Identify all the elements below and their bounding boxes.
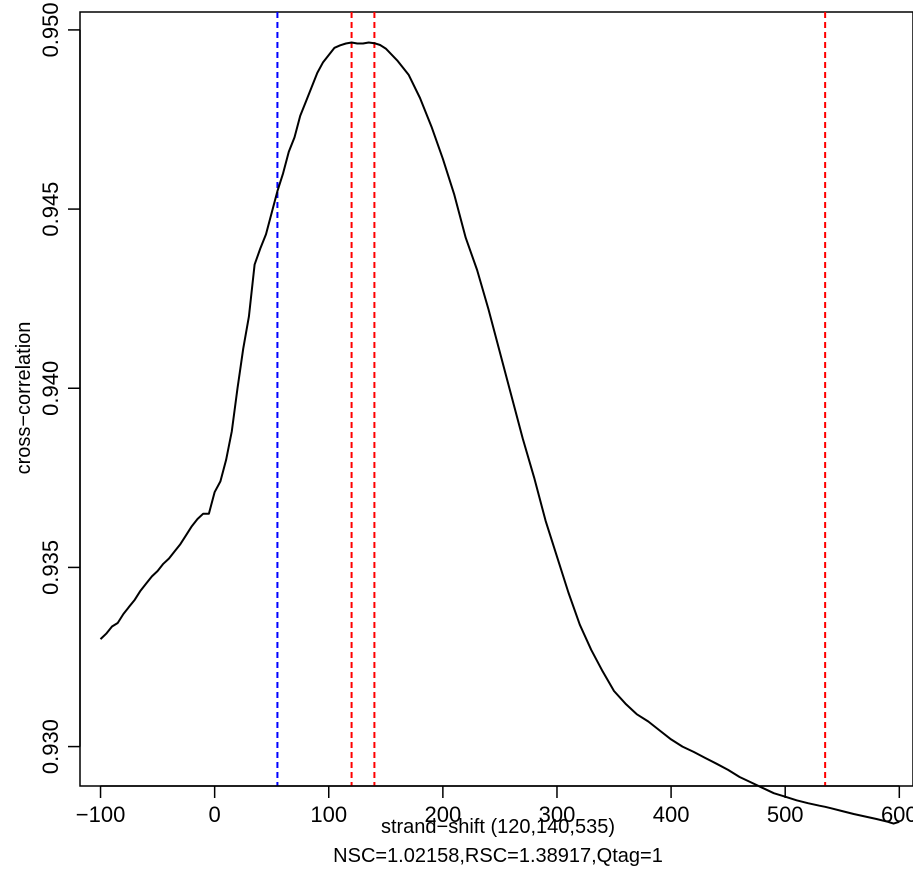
y-tick-label: 0.930 [38,719,63,774]
x-tick-label: 400 [653,802,690,827]
y-axis-label: cross−correlation [13,322,35,475]
y-tick-label: 0.950 [38,2,63,57]
x-tick-label: 100 [310,802,347,827]
x-axis: −100 0 100 200 300 400 500 600 [76,785,913,827]
reference-lines [276,12,827,786]
plot-frame [79,11,913,787]
y-axis: 0.930 0.935 0.940 0.945 0.950 [38,2,81,774]
cross-correlation-line [99,41,900,825]
x-tick-label: 0 [209,802,221,827]
x-tick-label: 600 [881,802,913,827]
y-tick-label: 0.945 [38,182,63,237]
x-tick-label: 300 [539,802,576,827]
y-tick-label: 0.935 [38,540,63,595]
y-tick-label: 0.940 [38,361,63,416]
x-axis-sublabel: NSC=1.02158,RSC=1.38917,Qtag=1 [333,845,663,867]
x-tick-label: 500 [767,802,804,827]
x-axis-label: strand−shift (120,140,535) [381,816,615,838]
x-tick-label: −100 [76,802,126,827]
x-tick-label: 200 [425,802,462,827]
